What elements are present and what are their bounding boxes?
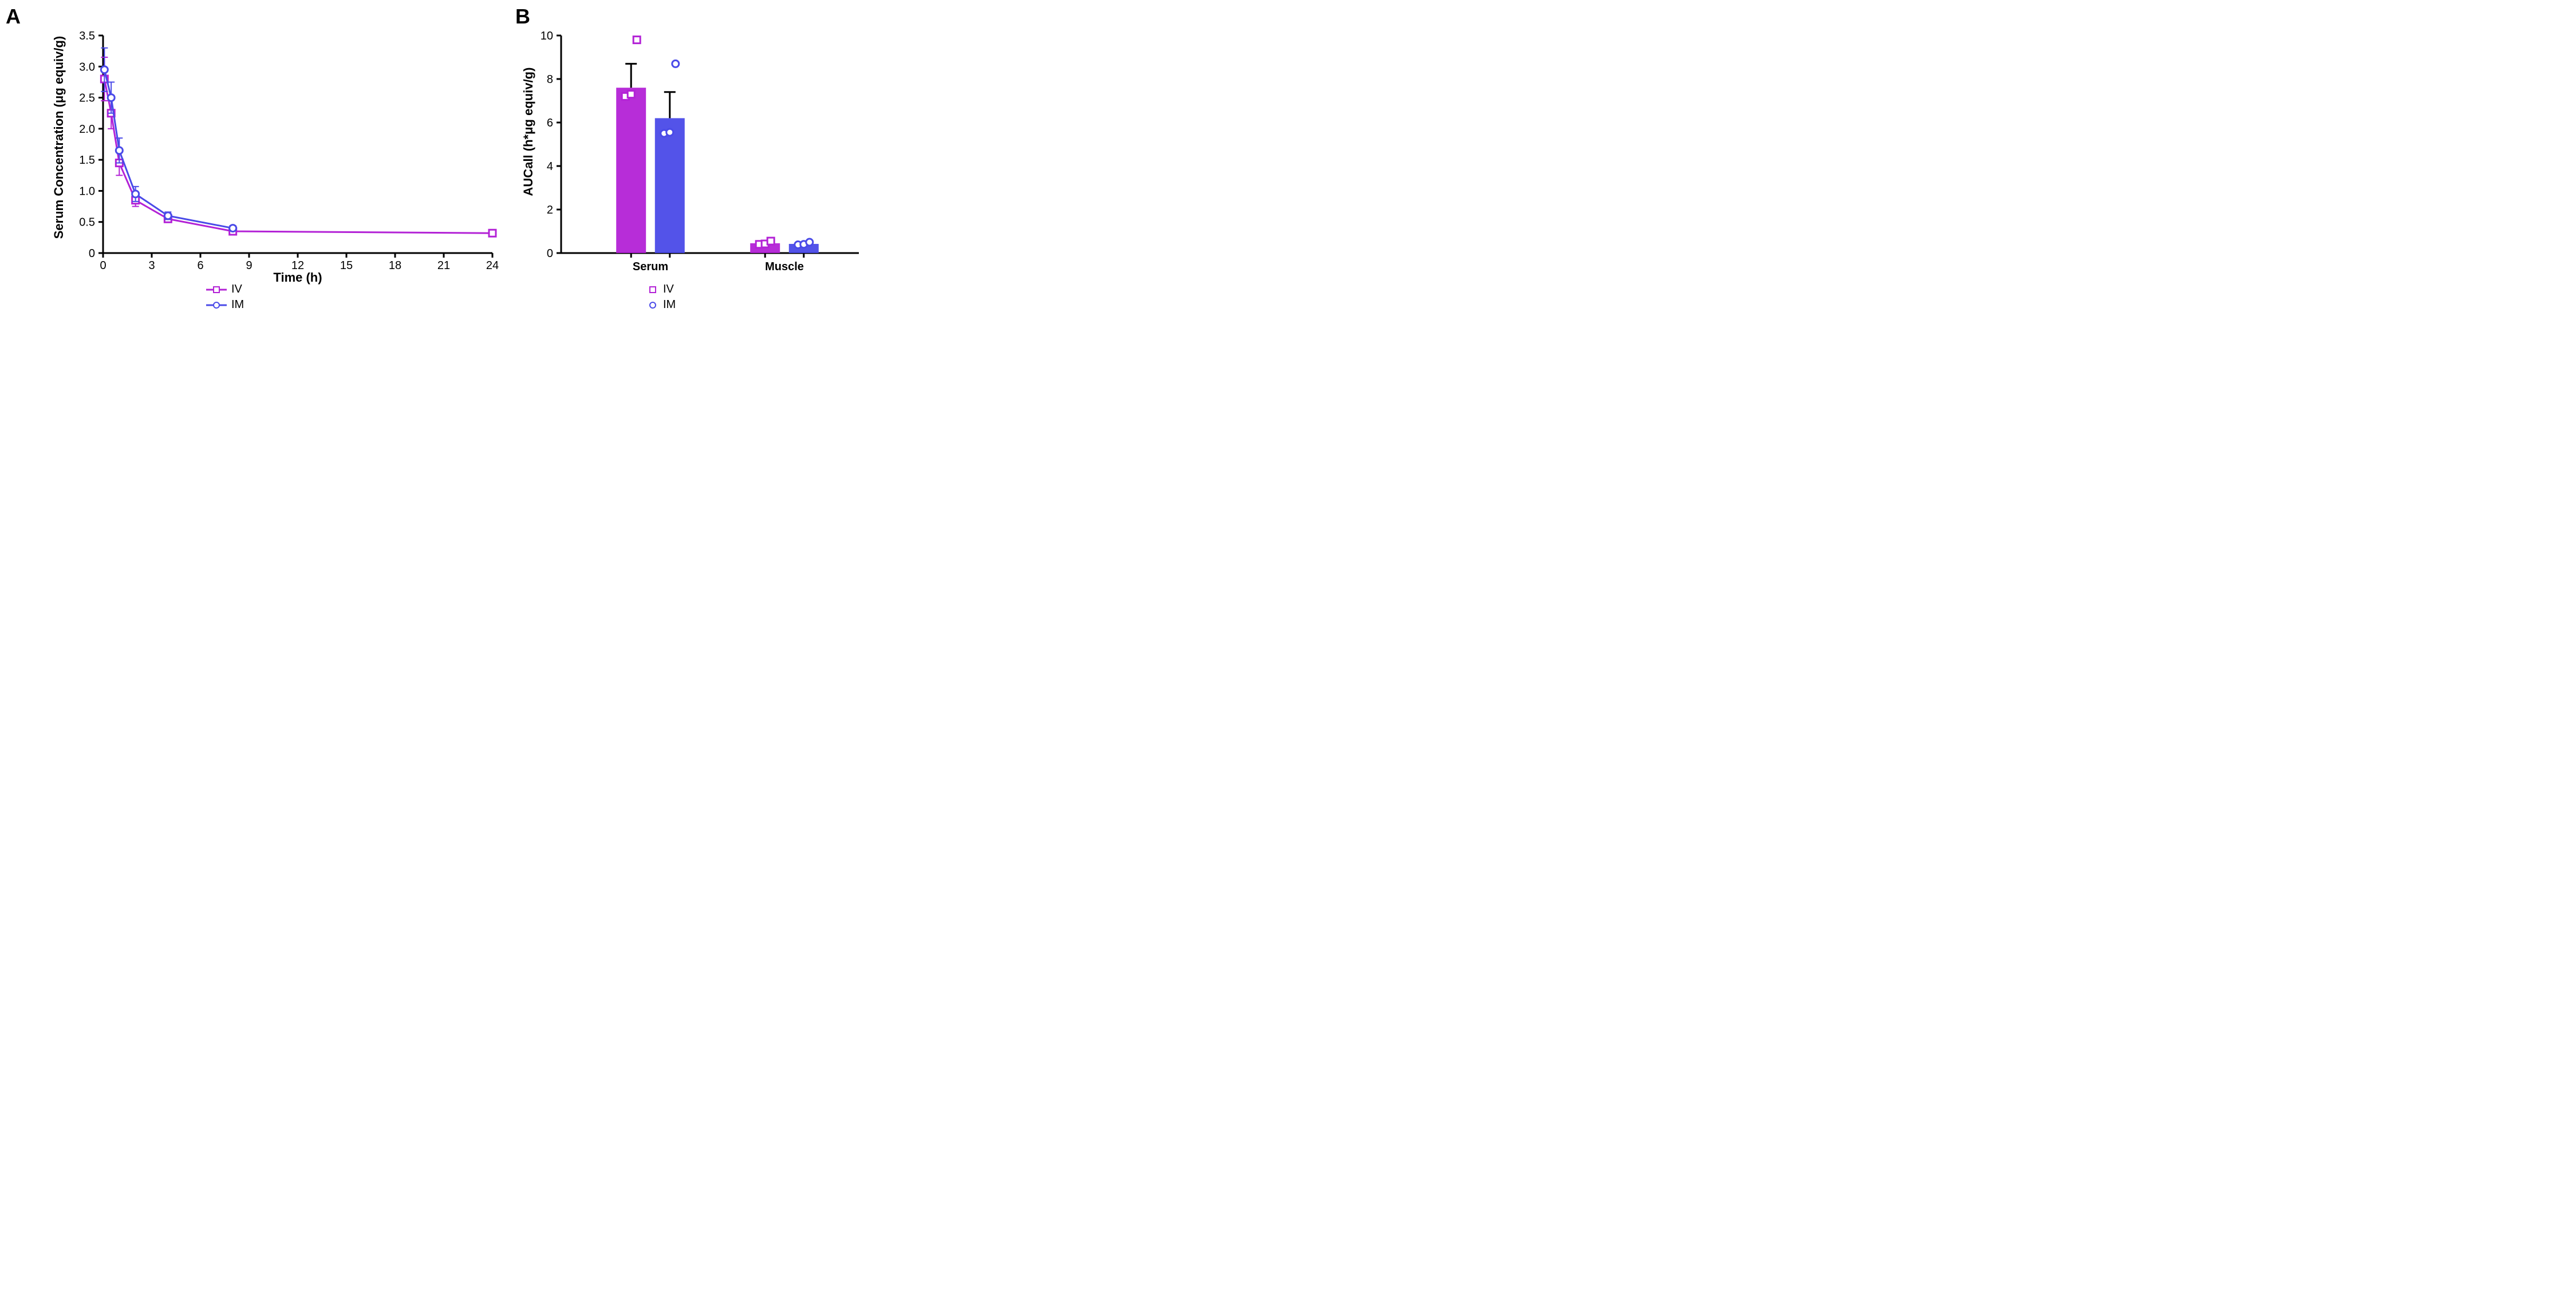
panel-a-chart: 0369121518212400.51.01.52.02.53.03.5: [0, 0, 515, 344]
svg-text:4: 4: [547, 160, 553, 173]
svg-text:2.0: 2.0: [79, 123, 95, 136]
legend-label: IV: [231, 283, 242, 296]
legend-label: IM: [663, 298, 676, 311]
svg-text:2: 2: [547, 204, 553, 216]
legend-label: IM: [231, 298, 244, 311]
svg-text:3.5: 3.5: [79, 30, 95, 42]
svg-text:0: 0: [89, 247, 95, 260]
panel-b-legend: IV IM: [647, 281, 676, 314]
svg-text:1.0: 1.0: [79, 185, 95, 198]
panel-b-y-label: AUCall (h*μg equiv/g): [521, 46, 536, 218]
panel-b-chart: 0 2 4 6 8 10 Serum Muscle: [515, 0, 859, 344]
svg-text:Serum: Serum: [633, 260, 668, 273]
figure: A 0369121518212400.51.01.52.02.53.03.5 S…: [0, 0, 859, 431]
legend-item-im: IM: [647, 298, 676, 311]
legend-item-iv: IV: [206, 283, 244, 296]
legend-item-im: IM: [206, 298, 244, 311]
panel-a-y-label: Serum Concentration (μg equiv/g): [52, 34, 66, 240]
svg-text:10: 10: [541, 30, 553, 42]
panel-a: A 0369121518212400.51.01.52.02.53.03.5 S…: [0, 0, 515, 431]
svg-text:Muscle: Muscle: [765, 260, 804, 273]
svg-text:0.5: 0.5: [79, 216, 95, 229]
svg-text:3.0: 3.0: [79, 61, 95, 73]
panel-a-x-label: Time (h): [103, 270, 492, 285]
svg-text:2.5: 2.5: [79, 92, 95, 105]
svg-text:0: 0: [547, 247, 553, 260]
svg-text:1.5: 1.5: [79, 154, 95, 167]
legend-label: IV: [663, 283, 674, 296]
svg-text:8: 8: [547, 73, 553, 86]
svg-text:6: 6: [547, 117, 553, 129]
panel-a-legend: IV IM: [206, 281, 244, 314]
legend-item-iv: IV: [647, 283, 676, 296]
panel-b: B 0246810SerumMuscle AUCall (h*μg equiv/…: [515, 0, 859, 431]
